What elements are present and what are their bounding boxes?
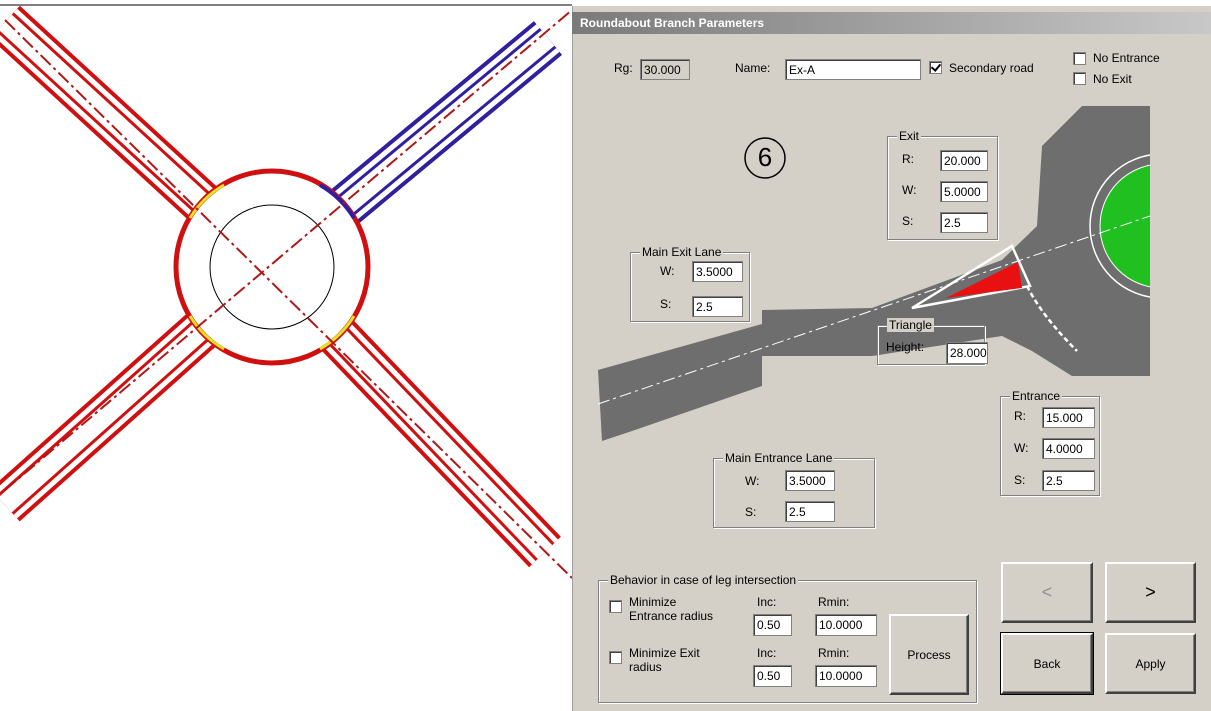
label: Rg: <box>614 61 633 75</box>
text-field: 30.000 <box>640 59 690 80</box>
label: Inc: <box>757 646 776 660</box>
label: W: <box>745 474 759 488</box>
group-title: Entrance <box>1010 389 1062 403</box>
label: Rmin: <box>818 595 849 609</box>
branch-number: 6 <box>758 142 772 172</box>
label: radius <box>629 660 662 674</box>
label: R: <box>902 152 914 166</box>
button[interactable]: < <box>1001 562 1093 623</box>
text-field[interactable]: 2.5 <box>1042 470 1095 491</box>
label: Rmin: <box>818 646 849 660</box>
label: S: <box>745 505 756 519</box>
text-field[interactable]: 28.000 <box>946 342 988 364</box>
button[interactable]: Process <box>889 614 969 695</box>
text-field[interactable]: 0.50 <box>753 614 792 636</box>
label: Minimize Exit <box>629 646 700 660</box>
label: W: <box>660 264 674 278</box>
button[interactable]: Apply <box>1105 633 1196 694</box>
text-field[interactable]: 5.0000 <box>940 181 988 202</box>
label: Entrance radius <box>629 609 713 623</box>
group-title: Main Entrance Lane <box>723 451 834 465</box>
text-field[interactable]: 10.0000 <box>815 614 877 636</box>
text-field[interactable]: 2.5 <box>692 296 743 317</box>
group-title: Triangle <box>887 318 934 332</box>
label: S: <box>1014 473 1025 487</box>
page: {"window": {"title": "Roundabout Branch … <box>0 0 1211 711</box>
label: Minimize <box>629 595 676 609</box>
label: Height: <box>886 340 924 354</box>
checkbox[interactable] <box>1073 52 1086 65</box>
text-field[interactable]: 0.50 <box>753 665 792 687</box>
button[interactable]: > <box>1105 562 1196 623</box>
label: No Entrance <box>1093 51 1160 65</box>
label: Inc: <box>757 595 776 609</box>
checkbox[interactable] <box>609 600 622 613</box>
checkbox[interactable] <box>609 651 622 664</box>
roundabout-drawing <box>0 0 572 711</box>
text-field[interactable]: 4.0000 <box>1042 438 1095 459</box>
label: No Exit <box>1093 72 1132 86</box>
label: Secondary road <box>949 61 1034 75</box>
text-field[interactable]: Ex-A <box>785 59 921 80</box>
label: W: <box>902 183 916 197</box>
text-field[interactable]: 15.000 <box>1042 407 1095 428</box>
group-title: Exit <box>897 129 921 143</box>
text-field[interactable]: 3.5000 <box>692 261 743 282</box>
label: R: <box>1014 409 1026 423</box>
text-field[interactable]: 2.5 <box>940 212 988 233</box>
text-field[interactable]: 10.0000 <box>815 665 877 687</box>
label: S: <box>660 297 671 311</box>
group-title: Main Exit Lane <box>640 245 723 259</box>
text-field[interactable]: 3.5000 <box>785 470 835 491</box>
text-field[interactable]: 20.000 <box>940 150 988 171</box>
button[interactable]: Back <box>1001 633 1093 694</box>
label: W: <box>1014 441 1028 455</box>
label: S: <box>902 214 913 228</box>
label: Name: <box>735 61 770 75</box>
checkbox[interactable] <box>929 61 942 74</box>
group-title: Behavior in case of leg intersection <box>608 573 798 587</box>
checkbox[interactable] <box>1073 72 1086 85</box>
text-field[interactable]: 2.5 <box>785 501 835 522</box>
